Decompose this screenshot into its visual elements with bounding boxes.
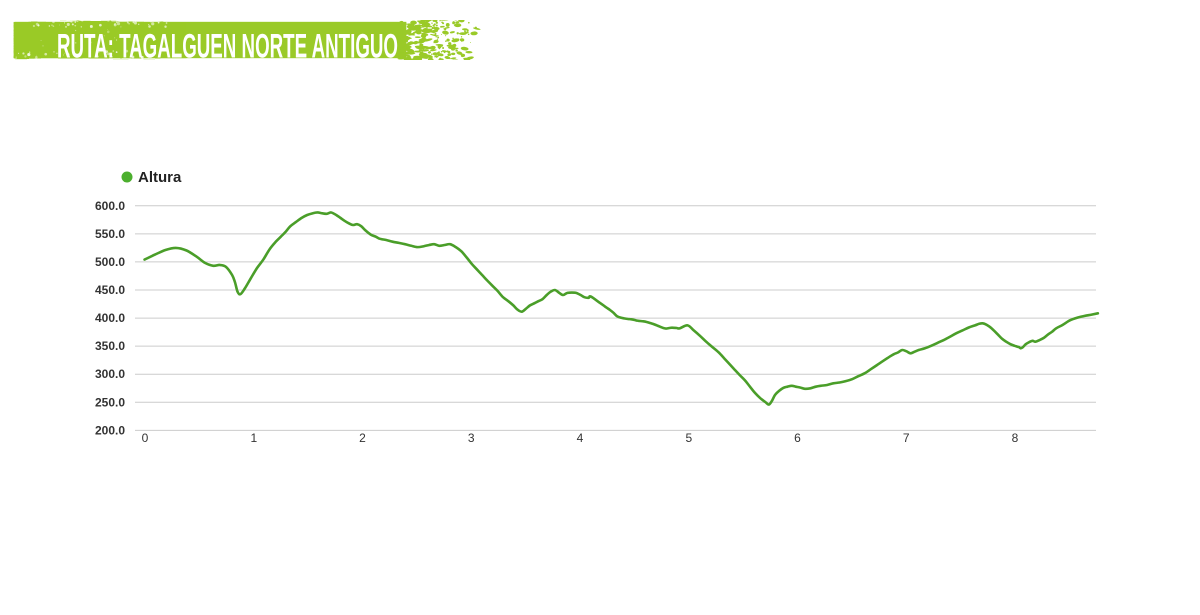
svg-text:600.0: 600.0 (95, 199, 125, 213)
svg-text:200.0: 200.0 (95, 423, 125, 437)
svg-text:400.0: 400.0 (95, 311, 125, 325)
svg-text:1: 1 (250, 431, 257, 445)
svg-text:0: 0 (142, 431, 149, 445)
svg-text:500.0: 500.0 (95, 255, 125, 269)
svg-text:Altura: Altura (138, 169, 182, 186)
svg-text:450.0: 450.0 (95, 283, 125, 297)
svg-text:550.0: 550.0 (95, 227, 125, 241)
svg-text:300.0: 300.0 (95, 367, 125, 381)
svg-text:7: 7 (903, 431, 910, 445)
svg-text:6: 6 (794, 431, 801, 445)
svg-text:8: 8 (1012, 431, 1019, 445)
svg-text:350.0: 350.0 (95, 339, 125, 353)
svg-text:3: 3 (468, 431, 475, 445)
svg-text:2: 2 (359, 431, 366, 445)
svg-text:250.0: 250.0 (95, 395, 125, 409)
svg-text:4: 4 (577, 431, 584, 445)
svg-text:5: 5 (685, 431, 692, 445)
